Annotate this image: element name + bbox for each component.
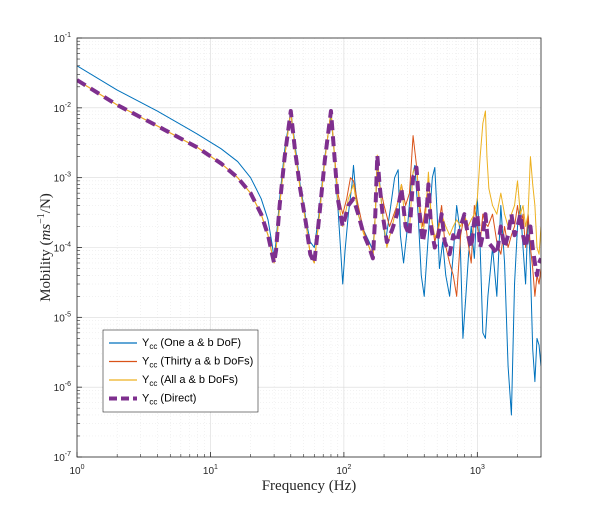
series-layer: [77, 65, 541, 416]
y-tick-label: 10-4: [54, 242, 71, 255]
tick-labels: 100 101 102 103 10-7 10-6 10-5 10-4 10-3 10-2 10-1: [54, 32, 485, 477]
y-axis-label-math: ms: [38, 224, 54, 241]
y-axis-label-suffix: /N): [38, 193, 54, 213]
x-tick-label: 101: [203, 464, 218, 477]
ticks-layer: [76, 37, 518, 458]
y-axis-label: Mobility (ms−1/N): [36, 193, 54, 302]
y-tick-label: 10-5: [54, 311, 71, 324]
legend-label-2: Ycc (Thirty a & b DoFs): [142, 356, 253, 370]
series-line-1: [77, 65, 541, 416]
y-tick-label: 10-1: [54, 32, 71, 45]
legend-label-3: Ycc (All a & b DoFs): [142, 374, 238, 388]
x-tick-label: 102: [336, 464, 351, 477]
y-tick-label: 10-6: [54, 381, 71, 394]
legend-label-1: Ycc (One a & b DoF): [142, 337, 241, 351]
x-axis-label: Frequency (Hz): [262, 478, 357, 494]
y-axis-label-prefix: Mobility (: [38, 241, 54, 302]
y-tick-label: 10-3: [54, 172, 71, 185]
x-tick-label: 100: [69, 464, 84, 477]
y-tick-label: 10-7: [54, 451, 71, 464]
legend: Ycc (One a & b DoF) Ycc (Thirty a & b DoF…: [102, 329, 259, 413]
y-tick-label: 10-2: [54, 102, 71, 115]
x-tick-label: 103: [470, 464, 485, 477]
legend-label-4: Ycc (Direct): [142, 393, 196, 407]
y-axis-label-exp: −1: [36, 213, 47, 224]
